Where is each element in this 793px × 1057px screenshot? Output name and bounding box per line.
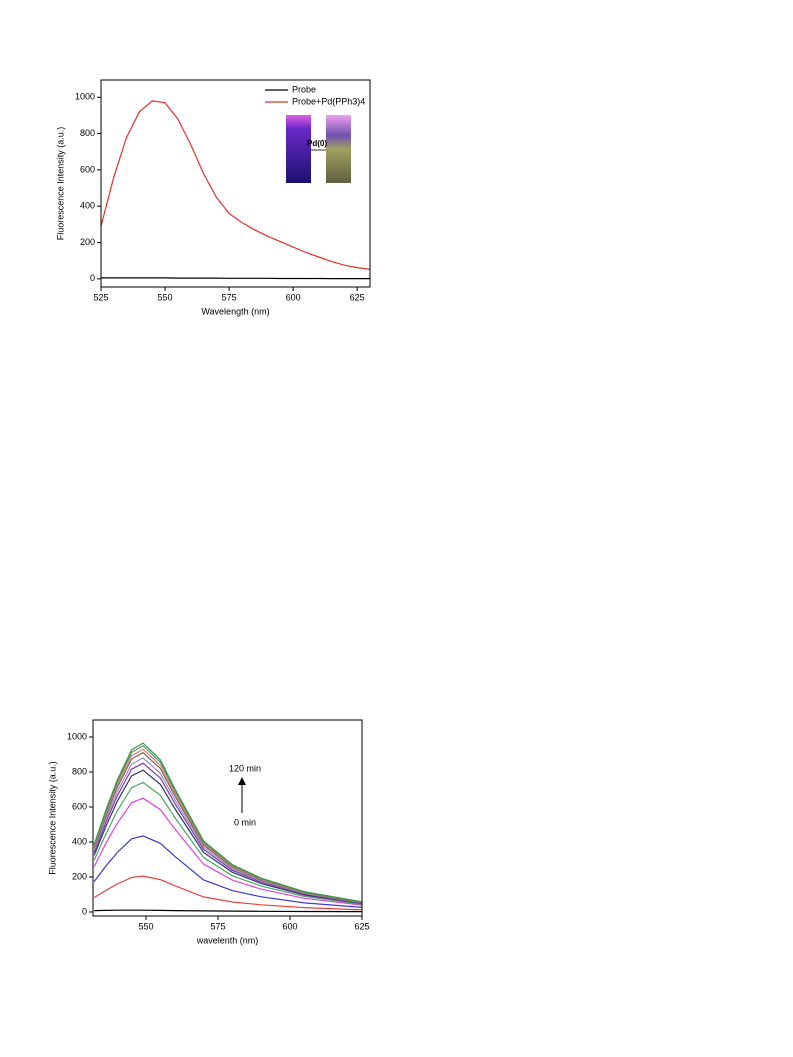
x-tick-label: 625 <box>354 921 369 931</box>
x-tick-label: 550 <box>158 292 173 302</box>
y-tick-label: 1000 <box>75 92 95 102</box>
data-line <box>93 781 363 905</box>
x-tick-label: 600 <box>286 292 301 302</box>
arrow-head <box>238 777 246 785</box>
y-axis-label: Fluorescence Intensity (a.u.) <box>55 127 65 241</box>
x-tick-label: 525 <box>93 292 108 302</box>
annotation: 0 min <box>234 817 256 827</box>
data-line <box>93 751 363 903</box>
y-tick-label: 800 <box>80 128 95 138</box>
plot-frame <box>92 719 363 917</box>
x-axis-label: Wavelength (nm) <box>201 306 269 316</box>
x-tick-label: 575 <box>222 292 237 302</box>
inset-photo <box>286 115 351 183</box>
y-tick-label: 800 <box>72 766 87 776</box>
y-tick-label: 600 <box>72 801 87 811</box>
data-line <box>100 100 371 270</box>
data-line <box>93 748 363 903</box>
x-tick-label: 550 <box>138 921 153 931</box>
x-tick-label: 600 <box>282 921 297 931</box>
annotation: 120 min <box>229 763 261 773</box>
legend-label: Probe <box>292 84 316 94</box>
y-tick-label: 400 <box>72 836 87 846</box>
y-tick-label: 400 <box>80 201 95 211</box>
y-tick-label: 200 <box>72 871 87 881</box>
y-tick-label: 0 <box>90 273 95 283</box>
data-line <box>93 875 363 911</box>
legend-label: Probe+Pd(PPh3)4 <box>292 96 365 106</box>
y-tick-label: 0 <box>82 906 87 916</box>
data-line <box>93 757 363 904</box>
annotation: Pd(0) <box>307 139 327 148</box>
data-line <box>94 909 363 913</box>
x-tick-label: 575 <box>210 921 225 931</box>
data-line <box>101 277 370 280</box>
y-tick-label: 1000 <box>67 731 87 741</box>
data-line <box>93 797 363 906</box>
data-line <box>93 762 363 904</box>
x-tick-label: 625 <box>350 292 365 302</box>
data-line <box>93 769 363 904</box>
data-line <box>93 742 363 903</box>
x-axis-label: wavelenth (nm) <box>196 935 259 945</box>
y-tick-label: 600 <box>80 164 95 174</box>
plot-frame <box>100 79 371 288</box>
y-tick-label: 200 <box>80 237 95 247</box>
data-line <box>93 835 363 908</box>
y-axis-label: Fluorescence Intensity (a.u.) <box>47 761 57 875</box>
